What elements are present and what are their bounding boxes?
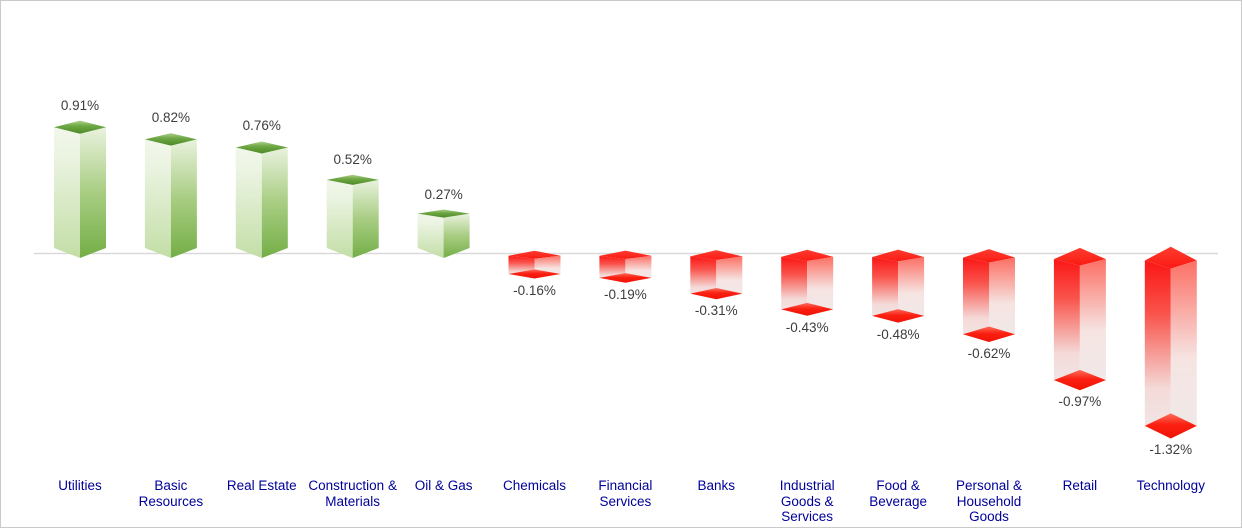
value-label-real-estate: 0.76%	[242, 118, 281, 134]
category-label-utilities: Utilities	[58, 478, 102, 493]
bar-utilities	[54, 120, 106, 258]
bar-bottom-face	[690, 287, 743, 300]
value-label-construction-materials: 0.52%	[333, 151, 372, 167]
bar-top-face	[144, 133, 197, 146]
bar-face-right	[80, 127, 106, 258]
bar-face-left	[326, 179, 353, 258]
bar-bottom-face	[963, 326, 1015, 342]
bar-technology	[1144, 246, 1197, 439]
bar-bottom-face	[1053, 369, 1106, 391]
value-label-chemicals: -0.16%	[513, 282, 556, 298]
category-label-financial-services: Financial Services	[598, 478, 653, 509]
bar-top-face	[235, 141, 288, 154]
value-label-industrial-goods-services: -0.43%	[785, 319, 829, 335]
bar-top-face	[326, 174, 379, 185]
bar-chemicals	[508, 250, 561, 279]
value-label-banks: -0.31%	[694, 303, 738, 319]
category-label-banks: Banks	[697, 478, 736, 493]
bar-face-left	[1144, 260, 1171, 439]
category-label-real-estate: Real Estate	[226, 478, 297, 493]
bar-top-face	[417, 209, 470, 218]
bar-face-left	[54, 127, 80, 258]
bar-roof-face	[1053, 247, 1106, 266]
bar-banks	[690, 250, 743, 300]
bar-face-left	[235, 147, 262, 258]
bar-face-right	[1170, 260, 1197, 439]
bar-personal-household-goods	[963, 249, 1015, 342]
bar-bottom-face	[872, 309, 925, 323]
bar-face-right	[170, 139, 197, 258]
value-label-utilities: 0.91%	[60, 97, 100, 113]
bar-roof-face	[599, 250, 652, 259]
bar-face-right	[352, 179, 379, 258]
category-label-industrial-goods-services: Industrial Goods & Services	[779, 478, 835, 524]
value-label-technology: -1.32%	[1149, 442, 1193, 458]
bar-real-estate	[235, 141, 288, 258]
category-label-retail: Retail	[1062, 478, 1098, 493]
bar-face-right	[989, 257, 1015, 342]
bar-oil-gas	[417, 209, 470, 258]
bar-roof-face	[690, 250, 743, 260]
bar-retail	[1053, 247, 1106, 391]
category-label-oil-gas: Oil & Gas	[414, 478, 473, 493]
bar-food-beverage	[872, 249, 925, 323]
value-label-oil-gas: 0.27%	[424, 186, 463, 202]
bar-top-face	[54, 120, 106, 134]
bar-bottom-face	[1144, 413, 1197, 439]
category-label-technology: Technology	[1136, 478, 1205, 493]
bar-face-left	[963, 257, 989, 342]
value-label-financial-services: -0.19%	[604, 286, 647, 302]
bar-face-right	[716, 256, 743, 300]
category-label-chemicals: Chemicals	[502, 478, 567, 493]
bar-face-left	[690, 256, 717, 300]
bar-face-right	[443, 213, 470, 258]
bar-industrial-goods-services	[781, 249, 834, 316]
bar-face-left	[872, 257, 899, 323]
bar-basic-resources	[144, 133, 197, 258]
value-label-retail: -0.97%	[1058, 394, 1102, 410]
value-label-food-beverage: -0.48%	[876, 326, 920, 342]
category-label-personal-household-goods: Personal & Household Goods	[955, 478, 1023, 524]
bar-face-right	[807, 256, 834, 316]
bar-bottom-face	[508, 269, 561, 279]
bar-roof-face	[963, 249, 1015, 263]
bar-roof-face	[872, 249, 925, 262]
bar-face-right	[898, 257, 925, 323]
bar-face-right	[1079, 259, 1106, 391]
bar-bottom-face	[781, 302, 834, 316]
bar-face-left	[144, 139, 171, 258]
bar-construction-materials	[326, 174, 379, 258]
bar-face-left	[781, 256, 808, 316]
bar-face-left	[417, 213, 444, 258]
bar-roof-face	[781, 249, 834, 262]
bar-face-right	[261, 147, 288, 258]
category-label-food-beverage: Food & Beverage	[869, 478, 927, 509]
bar-roof-face	[508, 250, 561, 259]
category-label-construction-materials: Construction & Materials	[308, 478, 397, 509]
bar-roof-face	[1144, 246, 1197, 269]
bar-financial-services	[599, 250, 652, 283]
category-label-basic-resources: Basic Resources	[138, 478, 204, 509]
value-label-basic-resources: 0.82%	[151, 110, 191, 126]
bar-bottom-face	[599, 273, 652, 283]
value-label-personal-household-goods: -0.62%	[967, 345, 1011, 361]
bar-face-left	[1053, 259, 1080, 391]
